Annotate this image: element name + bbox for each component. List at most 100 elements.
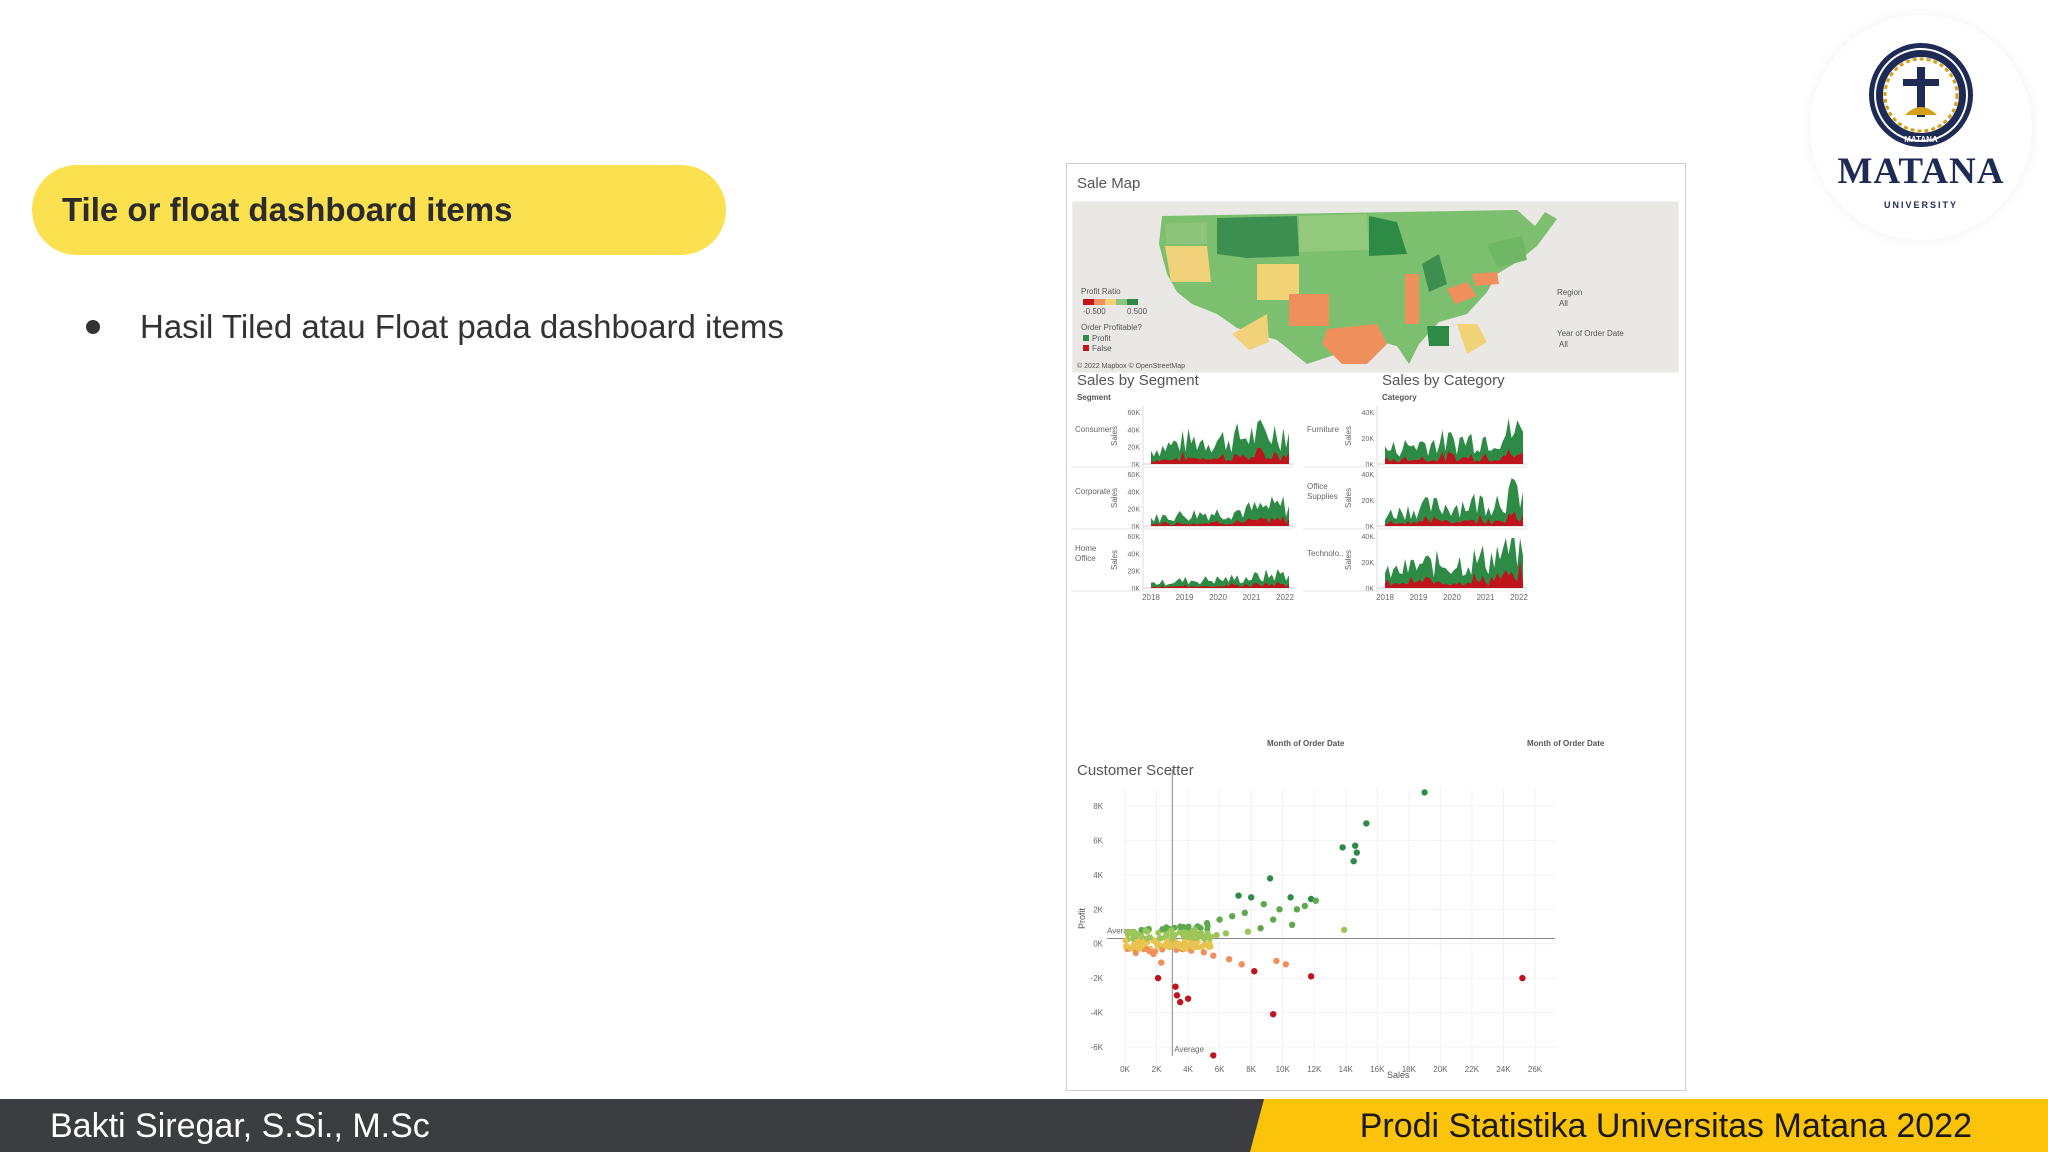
year-filter-value[interactable]: All bbox=[1559, 340, 1568, 349]
scatter-point bbox=[1177, 998, 1184, 1006]
panel-ytick-seg-charts-2-3: 0K bbox=[1131, 586, 1140, 593]
panel-label-cat-charts-0: Furniture bbox=[1307, 425, 1340, 434]
scatter-xtick-10: 20K bbox=[1433, 1065, 1448, 1074]
scatter-point bbox=[1241, 909, 1248, 916]
scatter-point bbox=[1257, 925, 1264, 932]
scatter-point bbox=[1341, 926, 1348, 934]
scatter-point-cluster bbox=[1207, 943, 1214, 950]
category-title: Sales by Category bbox=[1382, 372, 1505, 389]
panel-ytick-cat-charts-2-2: 0K bbox=[1365, 586, 1374, 593]
scatter-point bbox=[1229, 913, 1236, 920]
segment-title: Sales by Segment bbox=[1077, 372, 1200, 389]
panel-axis-title-cat-charts-2: Sales bbox=[1344, 550, 1353, 570]
customer-scatter-plot[interactable]: 0K 2K 4K 6K 8K 10K 12K 14K 16K 18K 20K 22K 24K 26K 8K 6… bbox=[1091, 769, 1555, 1074]
region-filter-value[interactable]: All bbox=[1559, 299, 1568, 308]
panel-ytick-cat-charts-0-1: 20K bbox=[1362, 436, 1375, 443]
area-profit-seg-charts-0 bbox=[1151, 419, 1289, 464]
seg-charts-xtick-2: 2020 bbox=[1209, 593, 1227, 602]
segment-xlabel: Month of Order Date bbox=[1267, 739, 1345, 748]
scatter-point-cluster bbox=[1158, 935, 1165, 942]
panel-ytick-seg-charts-0-0: 60K bbox=[1128, 410, 1141, 417]
panel-ytick-cat-charts-0-0: 40K bbox=[1362, 410, 1375, 417]
area-loss-cat-charts-2 bbox=[1385, 560, 1523, 588]
scatter-xtick-3: 6K bbox=[1215, 1065, 1225, 1074]
scatter-point-cluster bbox=[1124, 928, 1131, 935]
panel-ytick-seg-charts-1-3: 0K bbox=[1131, 524, 1140, 531]
scatter-point bbox=[1213, 931, 1220, 939]
scatter-xtick-7: 14K bbox=[1339, 1065, 1354, 1074]
scatter-point bbox=[1519, 974, 1526, 982]
seg-charts-xtick-4: 2022 bbox=[1276, 593, 1294, 602]
cat-charts-xtick-0: 2018 bbox=[1376, 593, 1394, 602]
panel-ytick-cat-charts-0-2: 0K bbox=[1365, 462, 1374, 469]
panel-ytick-cat-charts-2-1: 20K bbox=[1362, 560, 1375, 567]
scatter-point-cluster bbox=[1168, 927, 1175, 934]
scatter-point-cluster bbox=[1179, 941, 1186, 948]
scatter-point bbox=[1244, 928, 1252, 935]
bullet-dot-icon bbox=[86, 320, 100, 334]
panel-ytick-seg-charts-1-2: 20K bbox=[1128, 507, 1141, 514]
scatter-ytick-6: -4K bbox=[1091, 1008, 1104, 1017]
scatter-xtick-2: 4K bbox=[1183, 1065, 1193, 1074]
scatter-point bbox=[1339, 844, 1346, 851]
seg-charts-xtick-1: 2019 bbox=[1176, 593, 1194, 602]
panel-ytick-seg-charts-2-2: 20K bbox=[1128, 569, 1141, 576]
scatter-point-cluster bbox=[1188, 930, 1195, 937]
scatter-point bbox=[1421, 789, 1428, 796]
scatter-point bbox=[1282, 961, 1289, 968]
panel-axis-title-cat-charts-0: Sales bbox=[1344, 426, 1353, 446]
panel-ytick-cat-charts-1-0: 40K bbox=[1362, 472, 1375, 479]
scatter-point-cluster bbox=[1133, 944, 1140, 951]
scatter-point-cluster bbox=[1166, 943, 1173, 950]
panel-label-cat-charts-1: Supplies bbox=[1307, 492, 1338, 501]
scatter-point bbox=[1238, 961, 1245, 968]
scatter-ytick-4: 0K bbox=[1093, 940, 1103, 949]
scatter-point-cluster bbox=[1129, 935, 1136, 942]
area-loss-cat-charts-0 bbox=[1385, 449, 1523, 464]
scatter-point-cluster bbox=[1143, 946, 1150, 952]
area-loss-cat-charts-1 bbox=[1385, 511, 1523, 526]
scatter-point bbox=[1172, 983, 1179, 990]
scatter-point-cluster bbox=[1155, 929, 1162, 936]
scatter-point bbox=[1235, 892, 1242, 899]
scatter-xlabel: Sales bbox=[1387, 1070, 1410, 1080]
university-logo: MATANA MATANA UNIVERSITY bbox=[1810, 15, 2032, 240]
logo-name: MATANA bbox=[1837, 151, 2005, 192]
scatter-point-cluster bbox=[1143, 935, 1150, 942]
scatter-ytick-5: -2K bbox=[1091, 974, 1104, 983]
scatter-point bbox=[1352, 842, 1359, 849]
cat-charts-xtick-1: 2019 bbox=[1410, 593, 1428, 602]
scatter-point bbox=[1216, 916, 1223, 923]
area-loss-seg-charts-1 bbox=[1151, 516, 1289, 526]
panel-label-seg-charts-2: Home bbox=[1075, 544, 1097, 553]
panel-label-seg-charts-0: Consumer bbox=[1075, 425, 1112, 434]
scatter-point bbox=[1210, 1052, 1217, 1059]
seg-charts-xtick-3: 2021 bbox=[1243, 593, 1261, 602]
panel-ytick-seg-charts-2-0: 60K bbox=[1128, 534, 1141, 541]
sale-map[interactable]: Profit Ratio -0.500 0.500 Order Profitab… bbox=[1072, 201, 1679, 373]
panel-label-seg-charts-2: Office bbox=[1075, 554, 1096, 563]
scatter-point-cluster bbox=[1169, 935, 1176, 942]
average-h-label: Average bbox=[1107, 927, 1137, 936]
panel-ytick-seg-charts-1-0: 60K bbox=[1128, 472, 1141, 479]
scatter-point bbox=[1363, 820, 1370, 827]
scatter-point-cluster bbox=[1181, 929, 1187, 935]
panel-ytick-seg-charts-0-3: 0K bbox=[1131, 462, 1140, 469]
scatter-xtick-13: 26K bbox=[1528, 1065, 1543, 1074]
scatter-ylabel: Profit bbox=[1077, 907, 1087, 929]
category-header: Category bbox=[1382, 393, 1417, 402]
scatter-point-cluster bbox=[1123, 943, 1129, 950]
scatter-point bbox=[1350, 858, 1357, 865]
region-filter-label: Region bbox=[1557, 288, 1582, 297]
scatter-point-cluster bbox=[1184, 924, 1191, 931]
map-legend-profit: Profit bbox=[1092, 334, 1111, 343]
map-legend-false: False bbox=[1092, 344, 1112, 353]
scatter-point-cluster bbox=[1132, 950, 1139, 957]
category-xlabel: Month of Order Date bbox=[1527, 739, 1605, 748]
footer-bar: Bakti Siregar, S.Si., M.Sc Prodi Statist… bbox=[0, 1099, 2048, 1152]
panel-axis-title-seg-charts-1: Sales bbox=[1110, 488, 1119, 508]
scatter-xtick-9: 18K bbox=[1402, 1065, 1417, 1074]
panel-label-seg-charts-1: Corporate bbox=[1075, 487, 1111, 496]
